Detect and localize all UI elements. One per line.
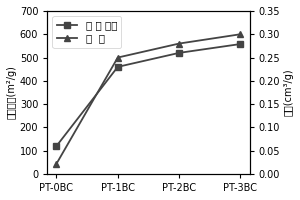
- Y-axis label: 孔容(cm³/g): 孔容(cm³/g): [283, 69, 293, 116]
- Y-axis label: 比表面积(m²/g): 比表面积(m²/g): [7, 66, 17, 119]
- Legend: 比 表 面积, 孔  容: 比 表 面积, 孔 容: [52, 16, 122, 48]
